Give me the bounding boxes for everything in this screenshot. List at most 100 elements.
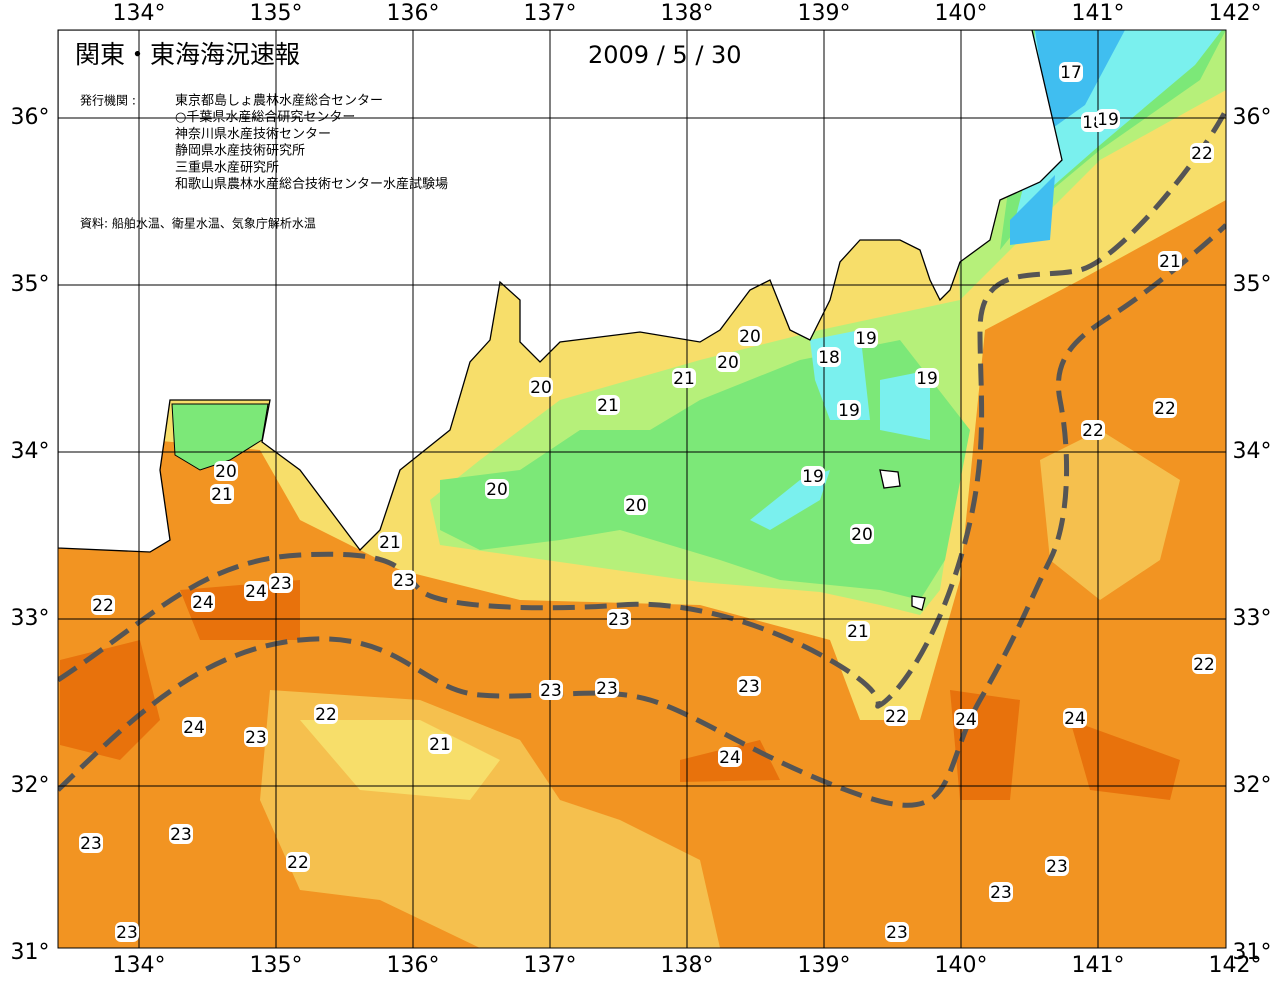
isotherm-label: 18 <box>818 348 840 368</box>
isotherm-label: 19 <box>802 467 824 487</box>
isotherm-label: 23 <box>270 574 292 594</box>
issuer-label: 発行機関 : <box>80 93 136 108</box>
isotherm-label: 24 <box>192 593 214 613</box>
isotherm-label-bg <box>1045 856 1069 876</box>
isotherm-label-bg <box>915 368 939 388</box>
isotherm-label: 23 <box>596 679 618 699</box>
sea-zone-18-19 <box>750 30 1222 530</box>
lon-label-bottom: 134° <box>113 953 166 978</box>
isotherm-label-bg <box>817 347 841 367</box>
isotherm-label: 20 <box>530 378 552 398</box>
isotherm-label-bg <box>244 727 268 747</box>
lon-label-top: 136° <box>387 1 440 26</box>
isotherm-label-bg <box>595 678 619 698</box>
isotherm-label-bg <box>1158 251 1182 271</box>
isotherm-label-bg <box>244 581 268 601</box>
map-frame <box>57 29 1227 949</box>
isotherm-label: 20 <box>739 327 761 347</box>
isotherm-label-bg <box>672 368 696 388</box>
isotherm-label-bg <box>392 570 416 590</box>
isotherm-label-bg <box>624 495 648 515</box>
isotherm-label: 20 <box>215 462 237 482</box>
lat-label-left: 32° <box>11 773 50 798</box>
isotherm-label-bg <box>1153 398 1177 418</box>
lat-label-right: 31° <box>1233 940 1272 965</box>
isotherm-label: 23 <box>245 728 267 748</box>
lon-label-bottom: 136° <box>387 953 440 978</box>
lon-label-bottom: 142° <box>1209 953 1262 978</box>
lon-label-bottom: 140° <box>935 953 988 978</box>
lat-label-right: 35° <box>1233 272 1272 297</box>
lon-label-bottom: 137° <box>524 953 577 978</box>
isotherm-label: 23 <box>80 834 102 854</box>
isotherm-label-bg <box>846 621 870 641</box>
lat-label-left: 31° <box>11 940 50 965</box>
isotherm-label: 21 <box>1159 252 1181 272</box>
island <box>879 469 926 611</box>
isotherm-label: 23 <box>170 825 192 845</box>
isotherm-label: 21 <box>673 369 695 389</box>
isotherm-label-bg <box>428 734 452 754</box>
isotherm-label: 19 <box>1097 110 1119 130</box>
isotherm-label-bg <box>885 922 909 942</box>
isotherm-label: 21 <box>211 485 233 505</box>
issuer: 神奈川県水産技術センター <box>175 126 331 142</box>
title: 関東・東海海況速報 <box>75 40 300 69</box>
lon-label-top: 135° <box>250 1 303 26</box>
isotherm-label: 23 <box>540 681 562 701</box>
isotherm-label: 24 <box>719 748 741 768</box>
lat-label-left: 36° <box>11 105 50 130</box>
isotherm-label: 23 <box>608 610 630 630</box>
kuroshio-boundary <box>58 223 1226 808</box>
isotherm-label-bg <box>214 461 238 481</box>
isotherm-label: 19 <box>838 401 860 421</box>
isotherm-label-bg <box>884 706 908 726</box>
isotherm-label: 22 <box>1191 144 1213 164</box>
isotherm-label: 21 <box>429 735 451 755</box>
sea-zone-17 <box>1010 30 1125 245</box>
isotherm-label: 22 <box>92 596 114 616</box>
isotherm-label: 22 <box>1154 399 1176 419</box>
isotherm-label-bg <box>314 704 338 724</box>
lon-label-bottom: 139° <box>798 953 851 978</box>
isotherm-label: 17 <box>1060 63 1082 83</box>
isotherm-label-bg <box>850 524 874 544</box>
lon-label-top: 139° <box>798 1 851 26</box>
sea-zone-22 <box>260 430 1180 948</box>
lon-label-top: 138° <box>661 1 714 26</box>
isotherm-label: 21 <box>379 533 401 553</box>
lon-label-bottom: 141° <box>1072 953 1125 978</box>
isotherm-label-bg <box>115 922 139 942</box>
isotherm-label-bg <box>596 395 620 415</box>
isotherm-label: 22 <box>1193 655 1215 675</box>
isotherm-label-bg <box>801 466 825 486</box>
isotherm-label-bg <box>1063 708 1087 728</box>
lon-label-top: 140° <box>935 1 988 26</box>
isotherm-label: 21 <box>597 396 619 416</box>
lon-label-top: 134° <box>113 1 166 26</box>
lat-label-right: 32° <box>1233 773 1272 798</box>
isotherm-label: 24 <box>1064 709 1086 729</box>
isotherm-label-bg <box>1096 109 1120 129</box>
lat-label-left: 33° <box>11 606 50 631</box>
isotherm-label-bg <box>989 882 1013 902</box>
isotherm-label: 24 <box>955 710 977 730</box>
lat-label-left: 34° <box>11 439 50 464</box>
isotherm-label-bg <box>191 592 215 612</box>
isotherm-label: 23 <box>116 923 138 943</box>
isotherm-label-bg <box>1081 420 1105 440</box>
isotherm-label-bg <box>91 595 115 615</box>
source: 資料: 船舶水温、衛星水温、気象庁解析水温 <box>80 216 316 231</box>
isotherm-label: 23 <box>393 571 415 591</box>
lat-label-right: 36° <box>1233 105 1272 130</box>
isotherm-label-bg <box>954 709 978 729</box>
isotherm-label-bg <box>169 824 193 844</box>
sea-zone-bay <box>171 403 269 471</box>
lat-label-right: 33° <box>1233 606 1272 631</box>
isotherm-label: 22 <box>885 707 907 727</box>
isotherm-label-bg <box>269 573 293 593</box>
issuer: 和歌山県農林水産総合技術センター水産試験場 <box>175 176 448 192</box>
isotherm-label: 20 <box>625 496 647 516</box>
